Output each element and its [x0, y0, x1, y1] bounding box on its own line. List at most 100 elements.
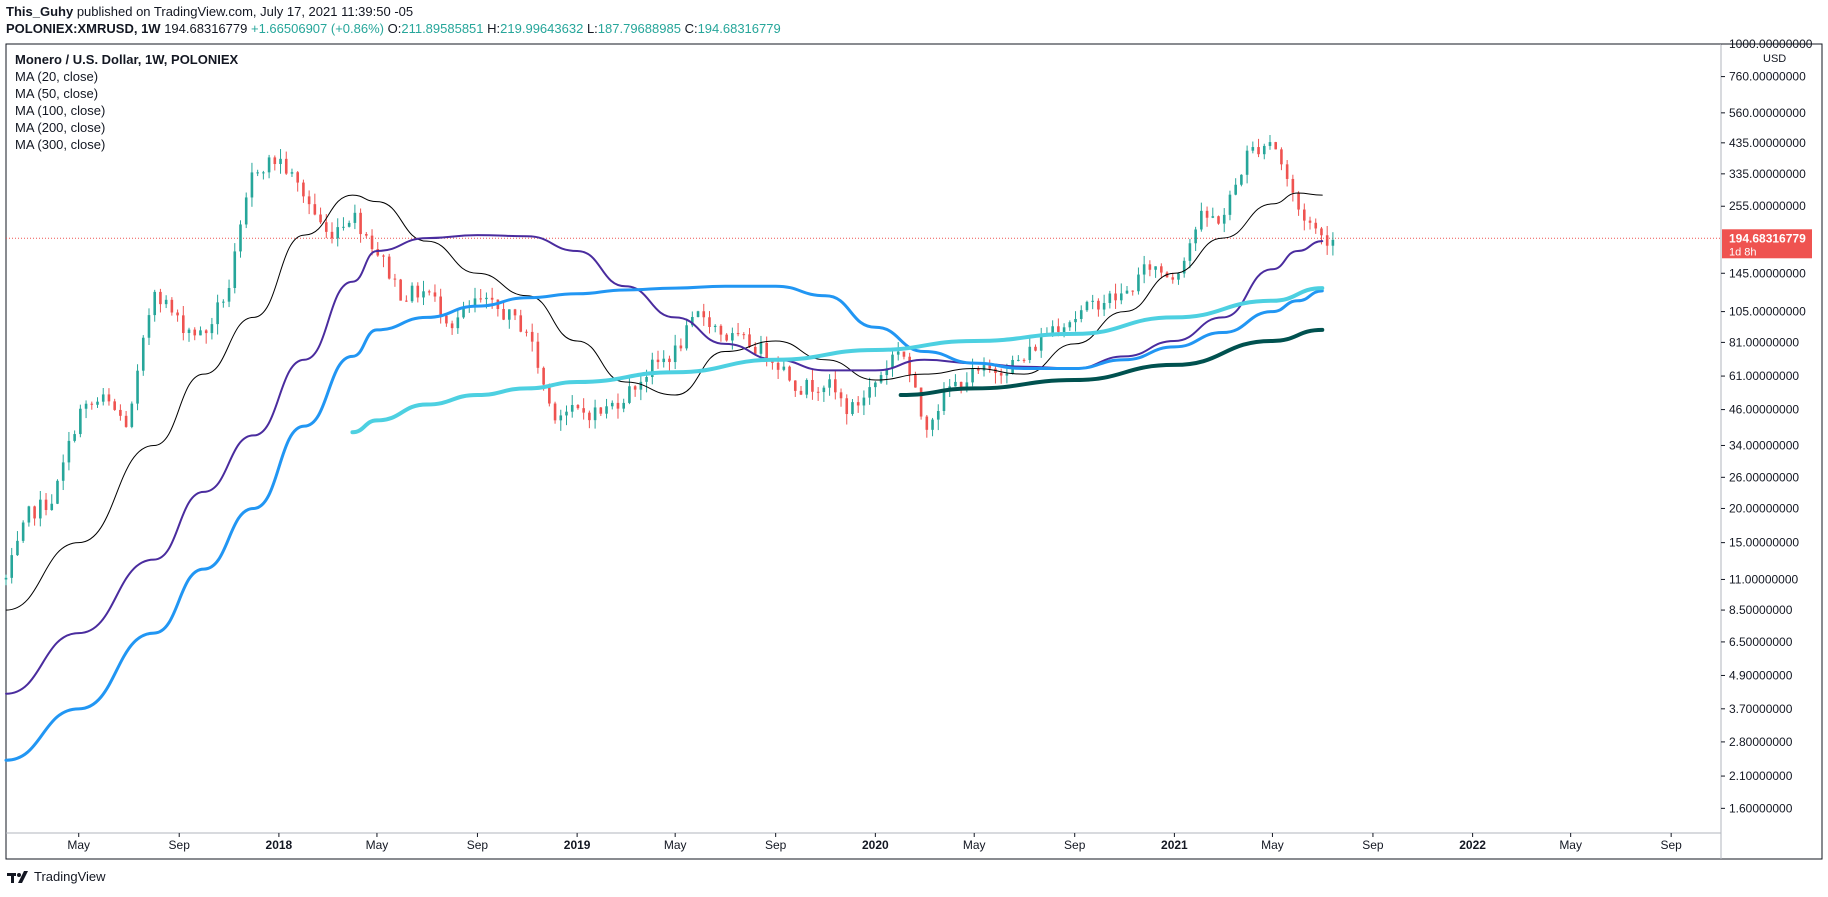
candle-body [439, 296, 442, 316]
candle-body [250, 172, 254, 198]
candle-body [359, 212, 362, 235]
author-name[interactable]: This_Guhy [6, 4, 74, 19]
candle-body [1200, 210, 1203, 230]
candle-body [891, 354, 894, 369]
candle-body [559, 415, 563, 421]
open-value: 211.89585851 [401, 21, 484, 36]
candle-body [988, 365, 992, 369]
candle-body [204, 330, 208, 334]
candle-body [187, 329, 191, 334]
candle-body [1005, 373, 1009, 376]
legend-ma100[interactable]: MA (100, close) [15, 103, 106, 118]
y-tick-label: 61.00000000 [1729, 369, 1799, 383]
candle-body [822, 387, 826, 393]
candle-body [1085, 301, 1089, 311]
footer[interactable]: TradingView [7, 869, 106, 884]
candle-body [33, 506, 36, 519]
candle-body [101, 394, 105, 402]
x-tick-label: 2018 [266, 838, 293, 852]
candle-body [445, 315, 448, 324]
candle-body [130, 403, 134, 427]
legend-ma50[interactable]: MA (50, close) [15, 86, 99, 101]
candle-body [353, 212, 357, 223]
candle-body [67, 440, 71, 463]
candle-body [233, 251, 237, 288]
candle-body [176, 312, 179, 316]
ma-series-line-1 [5, 234, 1324, 695]
candle-body [622, 402, 625, 409]
candle-body [182, 315, 185, 334]
candle-body [645, 377, 648, 382]
y-tick-label: 435.00000000 [1729, 136, 1806, 150]
chart-title: Monero / U.S. Dollar, 1W, POLONIEX [15, 52, 239, 67]
candle-body [1102, 303, 1106, 310]
candle-body [553, 403, 557, 421]
candle-body [925, 416, 929, 430]
candle-body [1125, 290, 1129, 294]
ma-series-line-3 [350, 286, 1325, 435]
candle-body [839, 392, 843, 399]
y-tick-label: 3.70000000 [1729, 702, 1793, 716]
legend-ma200[interactable]: MA (200, close) [15, 120, 106, 135]
candle-body [462, 307, 465, 318]
y-tick-label: 1000.00000000 [1729, 37, 1813, 51]
candle-body [1331, 239, 1335, 246]
legend-ma20[interactable]: MA (20, close) [15, 69, 99, 84]
candle-body [959, 381, 963, 390]
x-tick-label: 2019 [564, 838, 591, 852]
candle-body [313, 204, 317, 215]
candle-body [691, 316, 694, 326]
candle-body [1142, 264, 1146, 275]
candle-body [753, 346, 757, 354]
candle-body [382, 255, 385, 257]
legend-ma300[interactable]: MA (300, close) [15, 137, 106, 152]
candle-body [296, 172, 299, 183]
candle-body [719, 325, 723, 335]
candle-body [982, 365, 986, 371]
candle-body [708, 317, 711, 328]
candle-body [1194, 229, 1197, 244]
ma-series-line-4 [898, 327, 1325, 398]
candle-body [1228, 194, 1232, 215]
candle-body [650, 359, 654, 378]
candle-body [999, 372, 1003, 376]
candle-body [868, 387, 871, 398]
candle-body [262, 172, 265, 174]
candle-body [736, 333, 740, 335]
x-tick-label: May [664, 838, 687, 852]
candle-body [788, 366, 791, 381]
candle-body [1245, 150, 1249, 175]
candle-body [725, 334, 728, 341]
candle-body [965, 382, 969, 390]
candle-body [599, 407, 603, 414]
candle-body [216, 302, 219, 325]
candle-body [307, 196, 311, 205]
candle-body [502, 308, 505, 320]
candle-body [536, 341, 540, 368]
candle-body [370, 235, 374, 250]
y-tick-label: 145.00000000 [1729, 266, 1806, 280]
candle-body [851, 402, 854, 415]
candle-body [1051, 326, 1054, 334]
candle-body [902, 351, 906, 357]
candle-body [1291, 178, 1295, 193]
last-price-label: 194.68316779 [1729, 231, 1806, 245]
candle-body [639, 381, 643, 390]
candle-body [582, 408, 585, 413]
candle-body [4, 577, 8, 580]
candle-body [222, 301, 225, 303]
candle-body [450, 323, 454, 329]
candle-body [290, 172, 294, 174]
candle-body [44, 499, 48, 511]
candle-body [1062, 327, 1066, 332]
candle-body [1297, 192, 1300, 210]
candle-body [525, 331, 528, 333]
candle-body [685, 325, 688, 349]
close-label: C: [684, 21, 698, 36]
candle-body [193, 329, 197, 336]
x-tick-label: May [1261, 838, 1284, 852]
candle-body [759, 342, 763, 354]
candle-body [856, 402, 860, 406]
candle-body [1268, 142, 1272, 146]
